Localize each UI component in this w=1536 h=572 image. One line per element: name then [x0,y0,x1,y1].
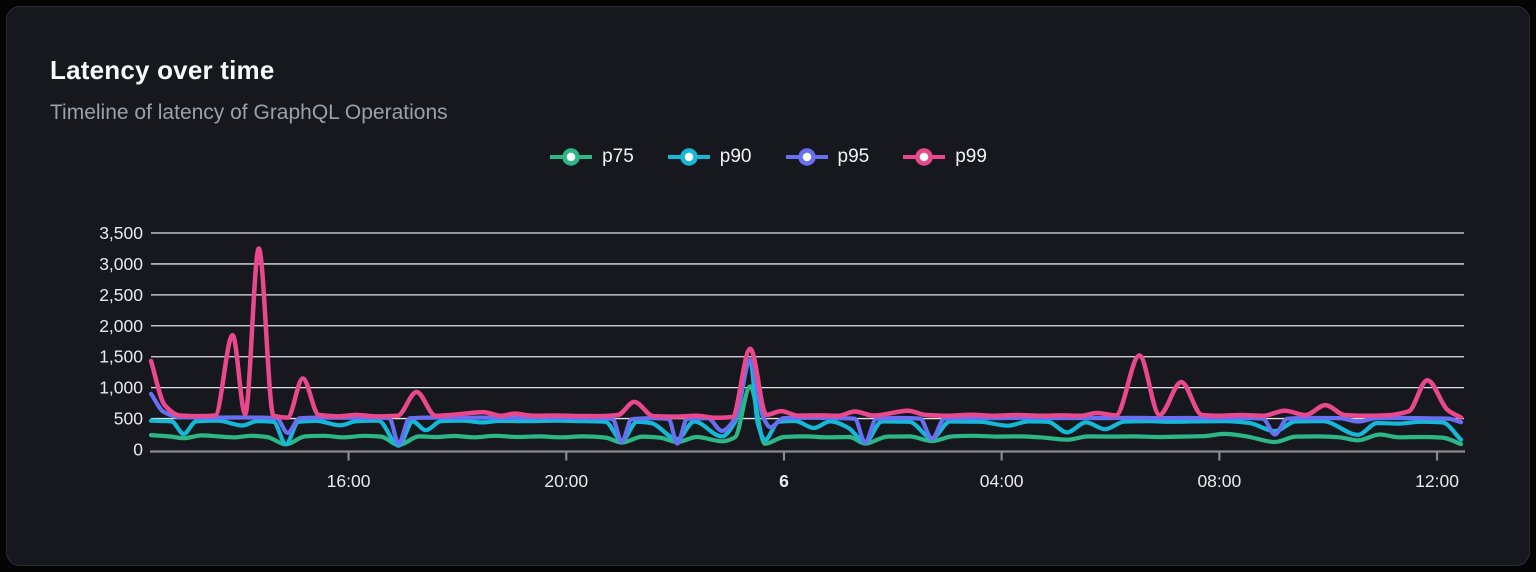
y-tick-label: 2,500 [99,285,143,305]
x-tick-label: 16:00 [327,471,371,491]
y-gridlines [151,232,1464,420]
legend-label: p95 [837,146,870,167]
legend-marker-p75-icon [550,148,593,166]
x-tick-label: 12:00 [1415,471,1459,491]
x-tick-label: 6 [779,471,789,491]
x-tick-label: 04:00 [980,471,1024,491]
series-lines [148,246,1464,448]
x-axis: 16:00 20:00 6 04:00 08:00 12:00 [150,450,1465,491]
legend-item-p90[interactable]: p90 [667,146,752,168]
series-line-p99 [148,246,1464,421]
legend-label: p75 [602,146,634,167]
legend-item-p99[interactable]: p99 [902,146,987,168]
y-tick-label: 3,000 [99,254,143,274]
legend-marker-p90-icon [667,148,710,166]
x-tick-label: 08:00 [1197,471,1241,491]
chart-legend: p75 p90 p95 p99 [7,146,1529,168]
series-line-p90 [148,358,1464,448]
legend-marker-p95-icon [785,148,828,166]
page-subtitle: Timeline of latency of GraphQL Operation… [50,101,448,124]
y-tick-label: 500 [114,409,143,429]
page-title: Latency over time [50,55,275,85]
y-tick-label: 2,000 [99,316,143,336]
legend-label: p90 [719,146,752,167]
series-line-p95 [148,357,1464,446]
legend-item-p75[interactable]: p75 [549,146,634,168]
y-axis-labels: 0 500 1,000 1,500 2,000 2,500 3,000 3,500 [99,223,143,460]
legend-item-p95[interactable]: p95 [785,146,870,168]
y-tick-label: 3,500 [99,223,143,243]
chart-card: Latency over time Timeline of latency of… [6,6,1530,566]
y-tick-label: 1,000 [99,378,143,398]
y-tick-label: 1,500 [99,347,143,367]
legend-marker-p99-icon [903,148,946,166]
y-tick-label: 0 [133,440,143,460]
x-tick-label: 20:00 [544,471,588,491]
legend-label: p99 [955,146,987,167]
